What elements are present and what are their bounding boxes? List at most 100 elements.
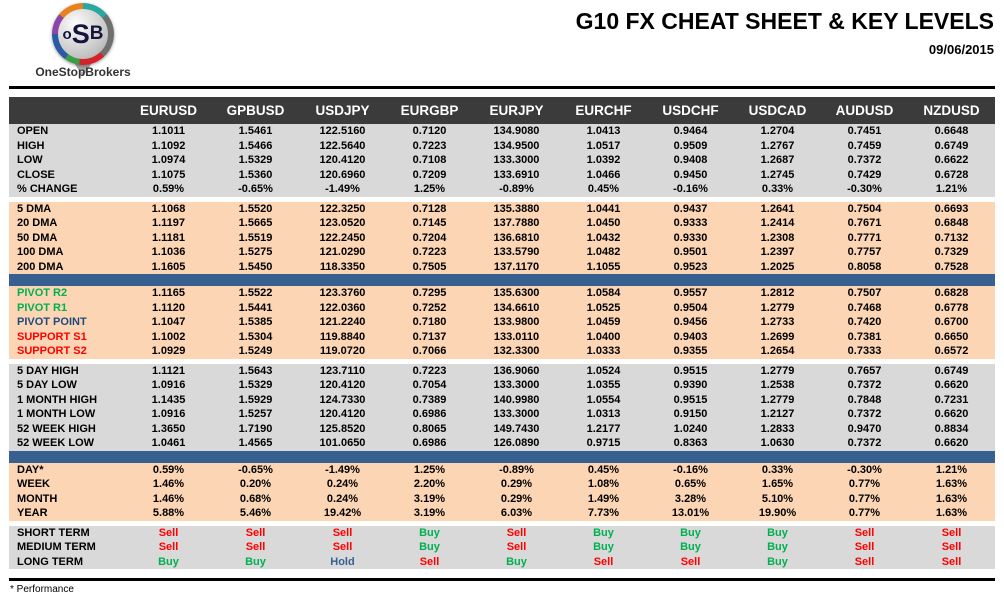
value-cell: 1.25%: [386, 462, 473, 477]
value-cell: 0.7507: [821, 286, 908, 301]
row-label: 50 DMA: [9, 230, 125, 245]
report-date: 09/06/2015: [928, 42, 994, 57]
value-cell: -0.89%: [473, 182, 560, 197]
value-cell: 0.65%: [647, 477, 734, 492]
value-cell: -1.49%: [299, 182, 386, 197]
row-label: 52 WEEK LOW: [9, 436, 125, 451]
value-cell: 135.3880: [473, 201, 560, 216]
column-header-audusd: AUDUSD: [821, 97, 908, 124]
value-cell: 0.33%: [734, 182, 821, 197]
value-cell: -0.16%: [647, 182, 734, 197]
value-cell: 0.20%: [212, 477, 299, 492]
value-cell: 19.90%: [734, 506, 821, 521]
row-label: SUPPORT S2: [9, 344, 125, 359]
table-row-100-dma: 100 DMA 1.1036 1.5275 121.0290 0.7223 133.579…: [9, 245, 995, 260]
value-cell: 122.3250: [299, 201, 386, 216]
value-cell: 0.8834: [908, 421, 995, 436]
signal-cell: Sell: [821, 525, 908, 540]
table-row-pivot-point: PIVOT POINT 1.1047 1.5385 121.2240 0.7180 133…: [9, 315, 995, 330]
value-cell: 121.2240: [299, 315, 386, 330]
value-cell: 0.6828: [908, 286, 995, 301]
title-block: G10 FX CHEAT SHEET & KEY LEVELS 09/06/20…: [576, 8, 994, 57]
value-cell: 1.08%: [560, 477, 647, 492]
value-cell: 0.9390: [647, 378, 734, 393]
table-row-5-day-high: 5 DAY HIGH 1.1121 1.5643 123.7110 0.7223 136.…: [9, 363, 995, 378]
value-cell: 0.6620: [908, 378, 995, 393]
value-cell: 5.46%: [212, 506, 299, 521]
row-label: WEEK: [9, 477, 125, 492]
table-row-short-term: SHORT TERM Sell Sell Sell Buy Sell Buy Buy Buy Se…: [9, 525, 995, 540]
value-cell: 123.3760: [299, 286, 386, 301]
signal-cell: Buy: [560, 525, 647, 540]
value-cell: 1.5665: [212, 216, 299, 231]
value-cell: 120.6960: [299, 167, 386, 182]
value-cell: 0.9501: [647, 245, 734, 260]
value-cell: 122.5160: [299, 124, 386, 139]
value-cell: 1.2414: [734, 216, 821, 231]
value-cell: 1.1605: [125, 259, 212, 274]
value-cell: 0.7848: [821, 392, 908, 407]
value-cell: -0.30%: [821, 462, 908, 477]
value-cell: 0.7204: [386, 230, 473, 245]
value-cell: 119.8840: [299, 329, 386, 344]
value-cell: 1.5520: [212, 201, 299, 216]
value-cell: 1.1120: [125, 300, 212, 315]
value-cell: 1.0524: [560, 363, 647, 378]
value-cell: 1.0525: [560, 300, 647, 315]
value-cell: 133.3000: [473, 407, 560, 422]
value-cell: 134.9080: [473, 124, 560, 139]
table-row-year: YEAR 5.88% 5.46% 19.42% 3.19% 6.03% 7.73% 13.01…: [9, 506, 995, 521]
value-cell: 0.6778: [908, 300, 995, 315]
value-cell: 6.03%: [473, 506, 560, 521]
value-cell: 1.21%: [908, 462, 995, 477]
value-cell: 0.7671: [821, 216, 908, 231]
column-header-gpbusd: GPBUSD: [212, 97, 299, 124]
row-label: PIVOT R2: [9, 286, 125, 301]
value-cell: 0.7145: [386, 216, 473, 231]
value-cell: 1.5522: [212, 286, 299, 301]
value-cell: 1.0517: [560, 138, 647, 153]
value-cell: 0.7657: [821, 363, 908, 378]
value-cell: 123.0520: [299, 216, 386, 231]
value-cell: 0.6650: [908, 329, 995, 344]
value-cell: 1.5461: [212, 124, 299, 139]
value-cell: 1.2767: [734, 138, 821, 153]
value-cell: 120.4120: [299, 407, 386, 422]
value-cell: 1.2654: [734, 344, 821, 359]
column-header-empty: [9, 97, 125, 124]
value-cell: 133.9800: [473, 315, 560, 330]
value-cell: 118.3350: [299, 259, 386, 274]
value-cell: 1.0333: [560, 344, 647, 359]
value-cell: 1.5466: [212, 138, 299, 153]
value-cell: 0.9403: [647, 329, 734, 344]
performance-footnote: * Performance: [10, 584, 74, 595]
value-cell: -1.49%: [299, 462, 386, 477]
value-cell: 1.1011: [125, 124, 212, 139]
column-header-usdcad: USDCAD: [734, 97, 821, 124]
value-cell: 133.5790: [473, 245, 560, 260]
value-cell: 0.7451: [821, 124, 908, 139]
bottom-divider: [9, 578, 995, 581]
value-cell: 1.0313: [560, 407, 647, 422]
row-label: 200 DMA: [9, 259, 125, 274]
value-cell: 1.5360: [212, 167, 299, 182]
value-cell: 1.5329: [212, 153, 299, 168]
value-cell: 121.0290: [299, 245, 386, 260]
separator-bar-white: [9, 520, 995, 526]
value-cell: 0.6693: [908, 201, 995, 216]
value-cell: 0.7054: [386, 378, 473, 393]
value-cell: 0.7252: [386, 300, 473, 315]
value-cell: 1.2779: [734, 300, 821, 315]
value-cell: 133.3000: [473, 378, 560, 393]
value-cell: 0.6986: [386, 436, 473, 451]
value-cell: 1.2538: [734, 378, 821, 393]
value-cell: 0.9715: [560, 436, 647, 451]
value-cell: 1.63%: [908, 506, 995, 521]
value-cell: 1.1197: [125, 216, 212, 231]
value-cell: 1.2833: [734, 421, 821, 436]
top-divider: [9, 86, 995, 89]
value-cell: 0.9523: [647, 259, 734, 274]
value-cell: 1.1181: [125, 230, 212, 245]
